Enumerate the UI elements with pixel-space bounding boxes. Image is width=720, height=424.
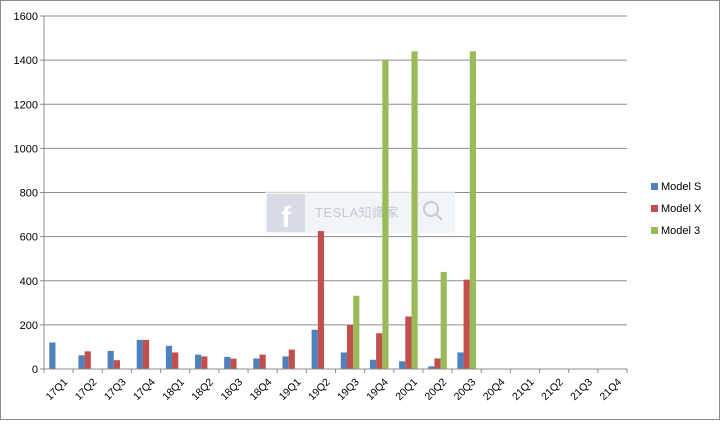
x-tick-label-18q2: 18Q2 [189,376,216,403]
bar-model-s-18q2 [195,354,202,369]
x-tick-label-21q3: 21Q3 [568,376,595,403]
x-tick-label-19q1: 19Q1 [277,376,304,403]
bar-model-x-19q1 [288,349,295,369]
y-tick-label-800: 800 [20,188,38,200]
bar-model-s-19q3 [340,352,347,369]
bar-model-x-17q3 [113,360,120,369]
bar-model-s-17q2 [78,355,85,369]
x-tick-label-19q3: 19Q3 [335,376,362,403]
legend-label-model-x: Model X [661,203,702,215]
legend-label-model-3: Model 3 [661,225,700,237]
x-tick-label-17q4: 17Q4 [131,376,158,403]
y-tick-label-1600: 1600 [14,11,38,23]
bar-model-s-17q3 [107,350,114,369]
x-tick-label-20q2: 20Q2 [423,376,450,403]
bar-model-3-19q4 [382,60,389,369]
x-tick-label-21q2: 21Q2 [539,376,566,403]
legend: Model S Model X Model 3 [651,181,702,237]
x-tick-label-19q4: 19Q4 [364,376,391,403]
y-tick-labels: 0 200 400 600 800 1000 1200 1400 1600 [14,11,38,376]
y-tick-label-600: 600 [20,232,38,244]
legend-swatch-model-3 [651,227,658,234]
bar-model-x-17q2 [84,351,91,369]
y-tick-label-1000: 1000 [14,143,38,155]
axes [40,15,628,373]
bar-model-s-19q4 [369,359,377,369]
x-tick-label-17q1: 17Q1 [44,376,71,403]
y-tick-label-200: 200 [20,320,38,332]
x-tick-label-21q4: 21Q4 [597,376,624,403]
bar-model-x-18q4 [259,354,266,369]
bar-model-s-19q2 [311,329,318,369]
bar-model-x-19q2 [317,231,325,369]
bar-model-s-18q1 [165,345,173,369]
bar-model-x-18q1 [172,352,179,369]
x-tick-label-18q3: 18Q3 [219,376,246,403]
bar-model-s-20q1 [399,361,406,369]
legend-swatch-model-s [651,183,658,190]
bar-model-3-20q1 [411,51,418,370]
bar-model-x-18q2 [201,356,208,369]
bar-model-s-17q4 [136,339,143,369]
bar-model-x-17q4 [142,339,150,369]
bar-model-s-20q3 [457,352,464,369]
y-tick-label-400: 400 [20,276,38,288]
y-tick-label-1200: 1200 [14,99,38,111]
x-tick-label-17q2: 17Q2 [73,376,100,403]
x-tick-label-18q4: 18Q4 [248,376,275,403]
x-tick-label-20q3: 20Q3 [452,376,479,403]
bar-model-x-18q3 [230,358,237,369]
watermark: f TESLA知識家 [265,191,455,234]
bar-model-x-19q4 [376,333,383,369]
y-tick-label-1400: 1400 [14,55,38,67]
x-tick-label-18q1: 18Q1 [160,376,187,403]
x-tick-label-20q1: 20Q1 [393,376,420,403]
legend-label-model-s: Model S [661,181,701,193]
bar-model-s-18q4 [253,358,260,369]
bars [49,51,476,370]
bar-model-3-19q3 [353,295,360,369]
bar-model-x-19q3 [346,324,354,369]
x-tick-label-21q1: 21Q1 [510,376,537,403]
x-tick-label-20q4: 20Q4 [481,376,508,403]
x-tick-label-17q3: 17Q3 [102,376,129,403]
magnifier-icon [423,201,439,217]
gridlines [44,15,627,326]
bar-model-s-18q3 [224,356,231,369]
bar-model-x-20q2 [434,358,441,369]
bar-model-s-19q1 [282,356,289,369]
magnifier-icon-handle [435,213,443,221]
bar-model-3-20q2 [440,271,447,369]
y-tick-label-0: 0 [32,364,38,376]
bar-model-x-20q3 [463,279,470,369]
bar-model-3-20q3 [469,51,476,370]
bar-model-s-17q1 [49,342,56,369]
x-tick-labels: 17Q1 17Q2 17Q3 17Q4 18Q1 18Q2 18Q3 18Q4 19Q1 19Q2… [44,376,625,403]
x-tick-label-19q2: 19Q2 [306,376,333,403]
bar-model-x-20q1 [405,316,412,369]
bar-model-s-20q2 [428,366,435,369]
facebook-f-glyph: f [281,201,292,234]
legend-swatch-model-x [651,205,658,212]
watermark-text: TESLA知識家 [315,205,399,220]
facebook-f-icon [267,194,305,232]
